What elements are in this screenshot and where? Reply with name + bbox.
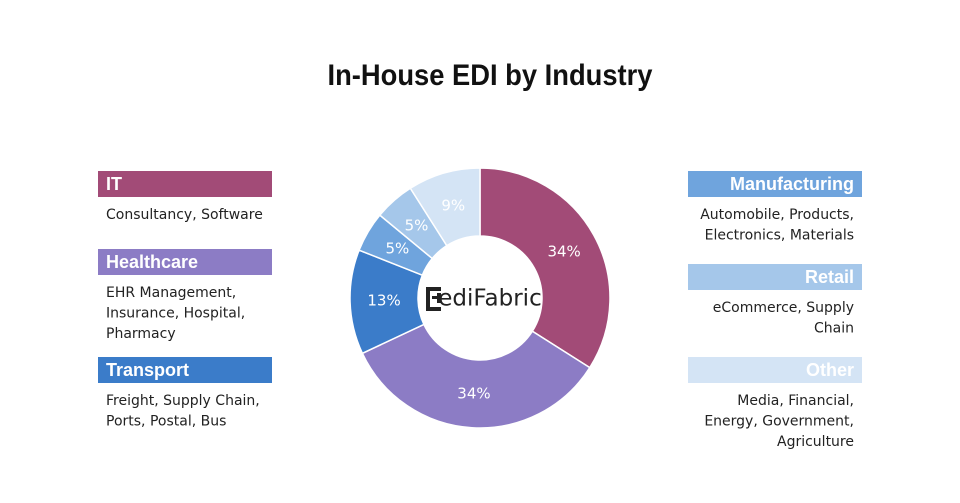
donut: 34% 34% 13% 5% 5% 9%: [349, 167, 611, 429]
chart-title: In-House EDI by Industry: [328, 59, 653, 92]
legend-swatch: [98, 171, 272, 197]
slice: [479, 167, 611, 369]
legend-label: Transport: [106, 360, 189, 380]
value-label: 34%: [457, 384, 490, 402]
slice: [409, 167, 481, 247]
value-label: 5%: [385, 240, 409, 258]
legend-label: Manufacturing: [730, 174, 854, 194]
center-label: ediFabric: [438, 286, 541, 312]
legend-description: Freight, Supply Chain,: [106, 393, 260, 409]
legend-description: Automobile, Products,: [700, 207, 854, 223]
legend-description: Energy, Government,: [704, 414, 854, 430]
value-label: 5%: [405, 216, 429, 234]
value-label: 9%: [441, 196, 465, 214]
legend-description: Chain: [814, 321, 854, 337]
legend-swatch: [688, 171, 862, 197]
slice: [361, 323, 591, 429]
legend-swatch: [688, 357, 862, 383]
legend-description: Insurance, Hospital,: [106, 306, 245, 322]
legend-label: IT: [106, 174, 122, 194]
legend-description: Agriculture: [777, 434, 854, 450]
legend-description: EHR Management,: [106, 285, 236, 301]
legend-description: Ports, Postal, Bus: [106, 414, 226, 430]
legend-swatch: [98, 357, 272, 383]
logo-icon: [426, 287, 441, 311]
legend-description: Media, Financial,: [737, 393, 854, 409]
legend-description: Pharmacy: [106, 326, 176, 342]
legend-swatch: [98, 249, 272, 275]
legend-swatch: [688, 264, 862, 290]
value-label: 13%: [367, 292, 400, 310]
legend-label: Retail: [805, 267, 854, 287]
legend-description: Electronics, Materials: [705, 228, 854, 244]
legend: IT Consultancy, Software Healthcare EHR Man…: [98, 171, 862, 450]
legend-description: Consultancy, Software: [106, 207, 263, 223]
legend-label: Other: [806, 360, 854, 380]
value-label: 34%: [547, 242, 580, 260]
legend-description: eCommerce, Supply: [713, 300, 854, 316]
legend-label: Healthcare: [106, 252, 198, 272]
